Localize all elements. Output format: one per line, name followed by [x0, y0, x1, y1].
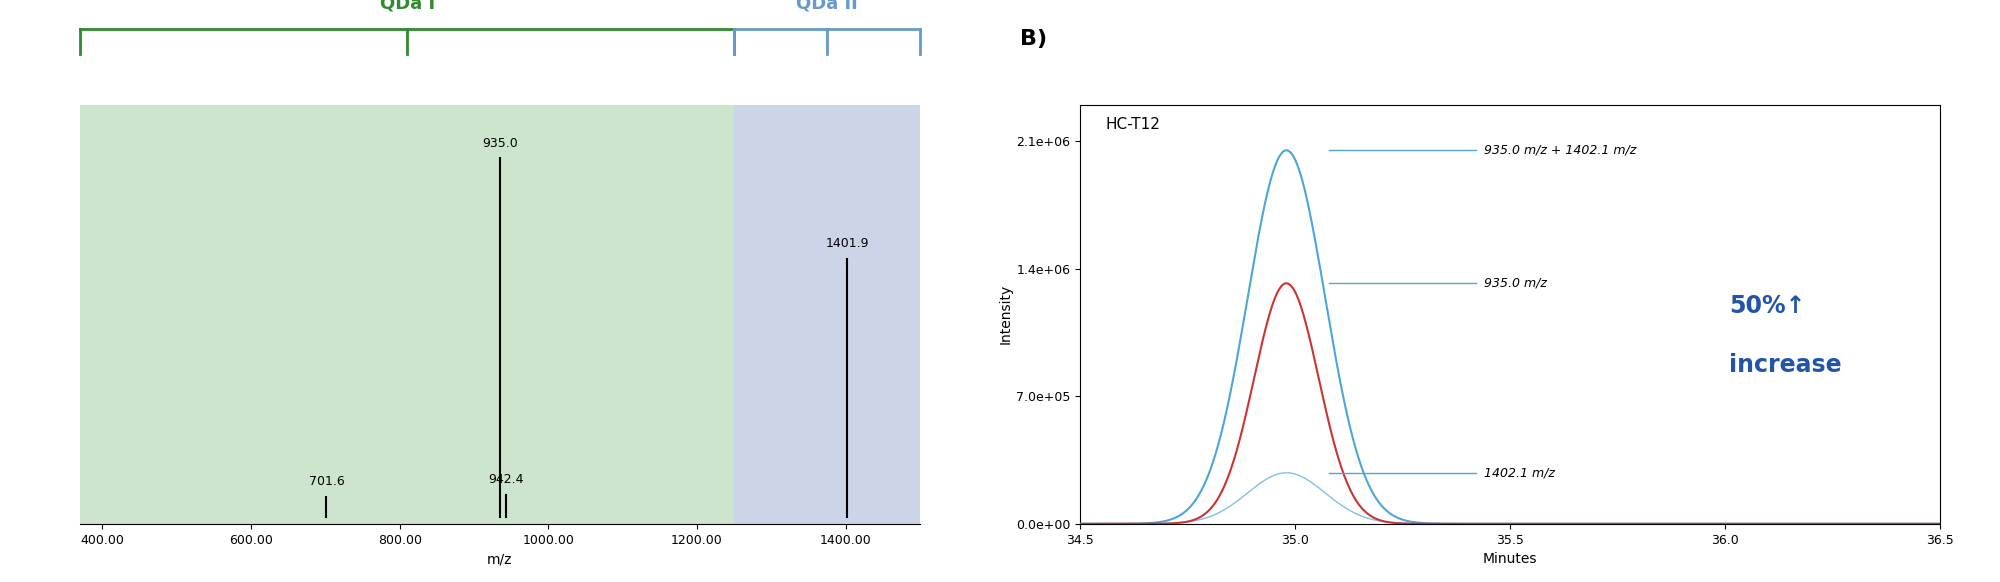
Text: 701.6: 701.6: [308, 475, 344, 488]
Text: 942.4: 942.4: [488, 473, 524, 486]
Bar: [80, 105, 734, 524]
Text: 1401.9: 1401.9: [826, 237, 868, 250]
Text: increase: increase: [1730, 353, 1842, 377]
X-axis label: m/z: m/z: [488, 552, 512, 566]
Text: HC-T12: HC-T12: [1106, 118, 1160, 132]
Y-axis label: Intensity: Intensity: [1000, 284, 1014, 345]
Bar: [734, 105, 920, 524]
Text: 935.0 m/z + 1402.1 m/z: 935.0 m/z + 1402.1 m/z: [1484, 144, 1636, 157]
Text: 935.0: 935.0: [482, 137, 518, 150]
Text: B): B): [1020, 29, 1046, 49]
Text: 935.0 m/z: 935.0 m/z: [1484, 277, 1548, 290]
Text: QDa I: QDa I: [380, 0, 434, 13]
Text: QDa II: QDa II: [796, 0, 858, 13]
X-axis label: Minutes: Minutes: [1482, 552, 1538, 566]
Text: 1402.1 m/z: 1402.1 m/z: [1484, 466, 1556, 480]
Text: 50%↑: 50%↑: [1730, 294, 1806, 318]
